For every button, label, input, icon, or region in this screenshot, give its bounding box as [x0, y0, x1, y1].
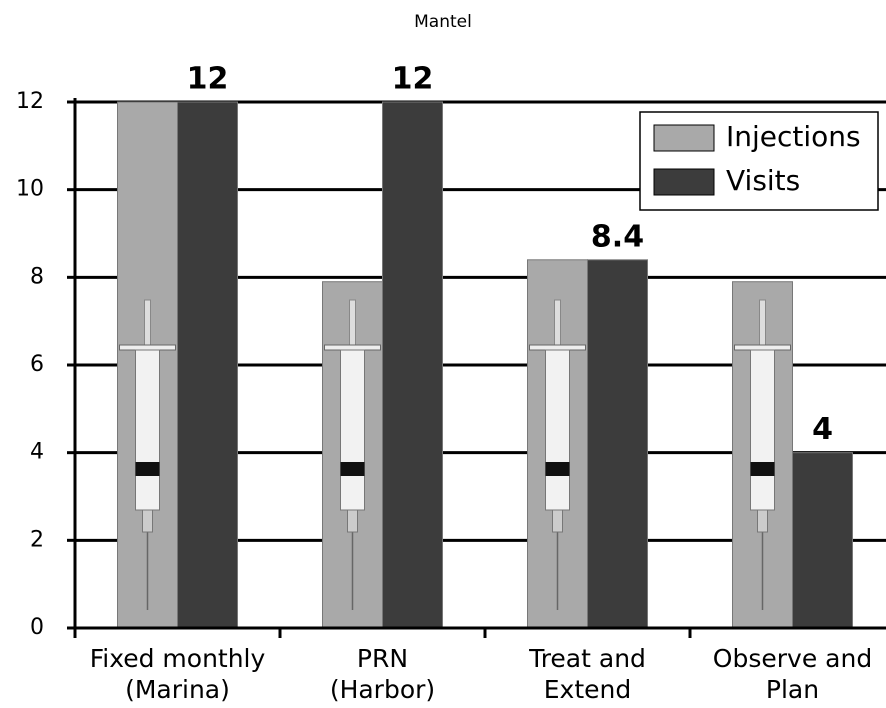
- y-tick-label: 10: [16, 177, 44, 202]
- hub: [757, 509, 768, 533]
- plunger: [554, 299, 561, 351]
- data-label: 8.4: [591, 219, 644, 254]
- hub: [552, 509, 563, 533]
- barrel: [340, 349, 365, 511]
- hub: [347, 509, 358, 533]
- y-tick-label: 6: [30, 352, 44, 377]
- bar: [792, 452, 853, 629]
- legend-swatch: [653, 168, 715, 196]
- plunger: [349, 299, 356, 351]
- syringe-icon: [324, 299, 381, 610]
- y-tick-label: 2: [30, 527, 44, 552]
- x-tick-label: Treat and Extend: [528, 644, 646, 704]
- syringe-icon: [734, 299, 791, 610]
- y-tick-label: 4: [30, 440, 44, 465]
- barrel: [750, 349, 775, 511]
- x-tick-label: Fixed monthly (Marina): [90, 644, 266, 704]
- flange: [529, 344, 586, 351]
- legend-swatch: [653, 124, 715, 152]
- stopper: [545, 462, 570, 476]
- hub: [142, 509, 153, 533]
- plunger: [759, 299, 766, 351]
- flange: [734, 344, 791, 351]
- chart-title: Mantel: [414, 12, 472, 32]
- data-label: 12: [392, 62, 434, 97]
- data-label: 12: [187, 62, 229, 97]
- x-tick-label: PRN (Harbor): [330, 644, 435, 704]
- bar: [177, 101, 238, 629]
- stopper: [750, 462, 775, 476]
- flange: [119, 344, 176, 351]
- barrel: [545, 349, 570, 511]
- stopper: [340, 462, 365, 476]
- legend-label: Visits: [726, 164, 800, 197]
- bar: [587, 259, 648, 629]
- y-tick-label: 8: [30, 264, 44, 289]
- syringe-icon: [119, 299, 176, 610]
- y-tick-label: 12: [16, 89, 44, 114]
- stopper: [135, 462, 160, 476]
- legend-label: Injections: [726, 120, 861, 153]
- y-tick-label: 0: [30, 615, 44, 640]
- syringe-icon: [529, 299, 586, 610]
- plunger: [144, 299, 151, 351]
- barrel: [135, 349, 160, 511]
- flange: [324, 344, 381, 351]
- bar: [382, 101, 443, 629]
- x-tick-label: Observe and Plan: [713, 644, 872, 704]
- data-label: 4: [812, 412, 833, 447]
